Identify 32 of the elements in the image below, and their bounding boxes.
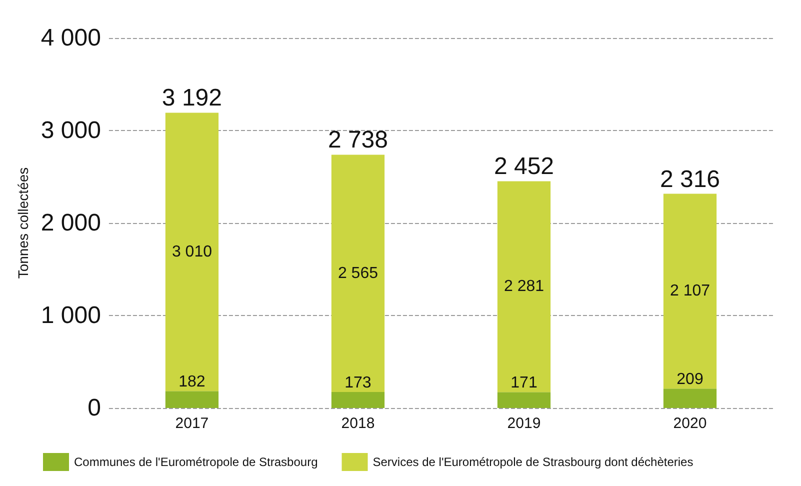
data-label: 173 <box>344 374 372 392</box>
x-tick-label: 2018 <box>341 415 375 432</box>
total-label: 2 316 <box>660 166 720 193</box>
bar <box>165 391 219 408</box>
data-label: 2 107 <box>670 282 710 300</box>
total-label: 2 738 <box>328 126 388 154</box>
data-label: 171 <box>510 374 538 392</box>
data-label: 2 281 <box>504 278 544 296</box>
y-tick-label: 1 000 <box>40 302 101 329</box>
total-label: 2 452 <box>494 153 554 180</box>
x-tick-label: 2017 <box>175 415 209 432</box>
legend-label: Services de l'Eurométropole de Strasbourg dont déchèteries <box>372 455 694 469</box>
y-tick-label: 2 000 <box>40 210 101 236</box>
bar <box>663 388 717 408</box>
x-tick-label: 2019 <box>507 415 541 432</box>
data-label: 3 010 <box>172 243 212 260</box>
y-tick-label: 3 000 <box>40 117 101 144</box>
y-tick-label: 4 000 <box>40 24 101 52</box>
bar <box>497 181 551 392</box>
bar <box>497 392 551 408</box>
data-label: 182 <box>178 374 206 391</box>
y-axis-title: Tonnes collectées <box>15 167 31 279</box>
legend-label: Communes de l'Eurométropole de Strasbourg <box>74 455 318 469</box>
y-tick-label: 0 <box>88 394 101 422</box>
bar <box>331 392 385 408</box>
x-tick-label: 2020 <box>673 415 707 432</box>
total-label: 3 192 <box>162 84 222 112</box>
bar <box>331 154 385 392</box>
data-label: 2 565 <box>338 264 378 282</box>
bar <box>663 194 717 389</box>
data-label: 209 <box>676 371 704 388</box>
bar <box>165 112 219 392</box>
